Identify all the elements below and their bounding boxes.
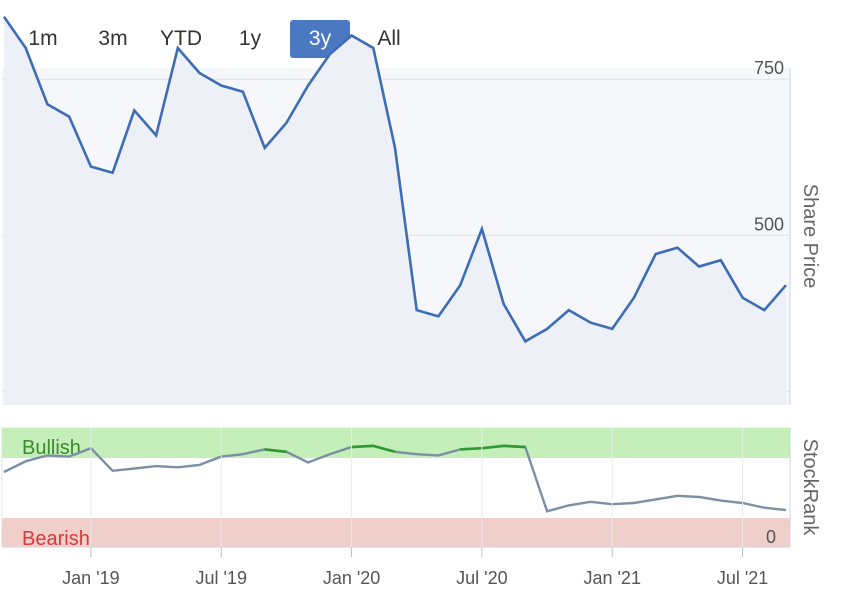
price-line [2,16,787,344]
range-button-1m[interactable]: 1m [28,27,58,50]
stockrank-bullish-segment [481,444,504,450]
bullish-zone [2,428,790,458]
range-button-1y[interactable]: 1y [238,27,262,50]
price-tick-label: 500 [754,214,784,234]
range-button-all[interactable]: All [377,27,401,50]
price-area-fill [4,16,786,406]
stockrank-bullish-segment [503,444,526,449]
stockrank-bullish-segment [460,446,482,451]
stockrank-axis-title: StockRank [799,439,821,537]
bullish-label: Bullish [22,437,81,459]
x-tick-label: Jan '20 [323,568,380,588]
bearish-zone [2,518,790,547]
price-axis-title: Share Price [799,184,821,289]
x-tick-label: Jul '19 [195,568,246,588]
range-button-3m[interactable]: 3m [98,27,128,50]
stockrank-bullish-segment [351,444,374,449]
stockrank-bullish-segment [372,444,396,454]
x-tick-label: Jan '21 [583,568,640,588]
stockrank-bullish-segment [264,448,287,454]
range-selector: 1m 3m YTD 1y 3y All [0,16,460,60]
x-tick-label: Jan '19 [62,568,119,588]
stockrank-tick-0: 0 [766,527,776,547]
x-tick-label: Jul '20 [456,568,507,588]
x-tick-label: Jul '21 [717,568,768,588]
range-button-ytd[interactable]: YTD [160,27,202,50]
price-tick-label: 750 [754,58,784,78]
bearish-label: Bearish [22,528,90,550]
